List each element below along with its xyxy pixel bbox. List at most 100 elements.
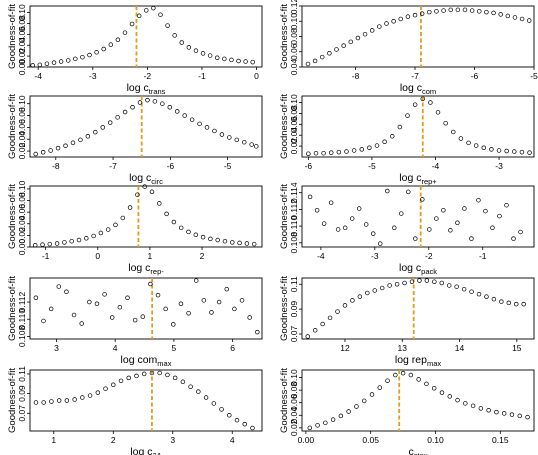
- data-point: [374, 143, 380, 148]
- data-point: [41, 400, 46, 405]
- data-point: [486, 407, 491, 413]
- data-point: [406, 189, 411, 195]
- y-tick-label: 0.10: [289, 13, 299, 30]
- x-tick-label: -8: [52, 161, 60, 171]
- data-point: [79, 321, 84, 326]
- data-point: [481, 145, 487, 150]
- y-tick-label: 0.10: [17, 95, 27, 112]
- x-axis-label: log ccom: [400, 82, 436, 96]
- data-point: [359, 147, 364, 152]
- data-point: [365, 290, 370, 296]
- y-tick-label: 0.04: [17, 37, 27, 54]
- data-point: [33, 151, 38, 157]
- data-point: [446, 283, 452, 288]
- x-tick-label: 0.05: [362, 435, 379, 445]
- panel-2: -8 -7 -6 -5 0.040.060.080.100.12Goodness-of-…: [279, 0, 538, 96]
- data-point: [229, 57, 234, 63]
- data-point: [315, 423, 320, 428]
- data-point: [451, 129, 456, 135]
- x-tick-label: -4: [432, 161, 440, 171]
- data-point: [87, 299, 92, 305]
- y-tick-label: 0.08: [289, 28, 299, 45]
- data-point: [439, 390, 445, 395]
- data-point: [405, 14, 411, 19]
- data-point: [399, 211, 404, 216]
- data-point: [142, 184, 147, 189]
- data-point: [149, 189, 155, 195]
- data-point: [72, 397, 77, 402]
- x-tick-label: 4: [230, 435, 235, 445]
- data-point: [236, 58, 241, 64]
- data-point: [54, 241, 60, 246]
- y-axis-label: Goodness-of-fit: [279, 368, 290, 433]
- data-point: [251, 241, 257, 247]
- x-tick-label: 0.00: [298, 435, 315, 445]
- x-tick-label: 1: [51, 435, 56, 445]
- plot-frame: [29, 95, 263, 158]
- data-point: [351, 148, 357, 153]
- data-point: [208, 236, 213, 242]
- data-point: [155, 292, 161, 298]
- data-point: [454, 284, 459, 289]
- y-tick-label: 0.110: [289, 216, 299, 237]
- data-point: [397, 124, 403, 130]
- data-point: [200, 234, 206, 240]
- data-point: [117, 304, 123, 310]
- plot-frame: [301, 95, 535, 158]
- data-point: [489, 147, 494, 152]
- data-point: [62, 240, 67, 245]
- data-point: [178, 225, 184, 231]
- data-point: [164, 211, 169, 217]
- data-point: [313, 150, 319, 156]
- data-point: [519, 149, 525, 155]
- x-axis-label-subscript: pack: [421, 267, 437, 276]
- data-point: [193, 278, 199, 283]
- data-point: [434, 9, 439, 14]
- data-point: [126, 375, 131, 381]
- x-tick-label: 6: [230, 343, 235, 353]
- data-point: [312, 328, 318, 333]
- y-axis-label: Goodness-of-fit: [279, 4, 290, 69]
- data-point: [212, 128, 217, 134]
- x-axis-label-main: log rep: [395, 354, 427, 366]
- data-point: [393, 372, 398, 378]
- data-point: [247, 315, 252, 320]
- data-point: [193, 48, 199, 53]
- x-axis-label-subscript: trans: [149, 87, 166, 96]
- data-point: [394, 281, 400, 287]
- data-point: [130, 105, 135, 110]
- x-axis-label-subscript: 3A: [153, 451, 162, 455]
- data-point: [448, 7, 453, 13]
- data-point: [108, 42, 114, 47]
- y-tick-label: 0.11: [17, 366, 27, 382]
- data-point: [346, 409, 351, 414]
- data-point: [122, 30, 128, 35]
- y-tick-label: 0.08: [17, 15, 27, 32]
- data-point: [49, 399, 54, 404]
- data-point: [165, 372, 170, 378]
- x-tick-label: -3: [371, 251, 379, 261]
- y-tick-label: 0.10: [289, 94, 299, 111]
- data-point: [327, 315, 333, 321]
- y-tick-label: 0.00: [17, 58, 27, 75]
- data-point: [188, 384, 193, 389]
- data-point: [484, 294, 489, 299]
- y-tick-label: 0.06: [289, 116, 299, 133]
- data-point: [432, 279, 437, 284]
- data-point: [405, 113, 410, 118]
- data-point: [70, 140, 76, 146]
- x-tick-label: 2: [200, 251, 205, 261]
- data-point: [234, 137, 240, 143]
- data-point: [356, 206, 362, 211]
- data-point: [100, 125, 106, 130]
- data-point: [58, 59, 64, 64]
- data-point: [328, 150, 334, 155]
- data-point: [120, 215, 126, 221]
- data-point: [250, 425, 255, 431]
- data-point: [174, 109, 180, 114]
- data-point: [320, 321, 325, 327]
- data-point: [417, 278, 422, 283]
- data-point: [505, 13, 511, 19]
